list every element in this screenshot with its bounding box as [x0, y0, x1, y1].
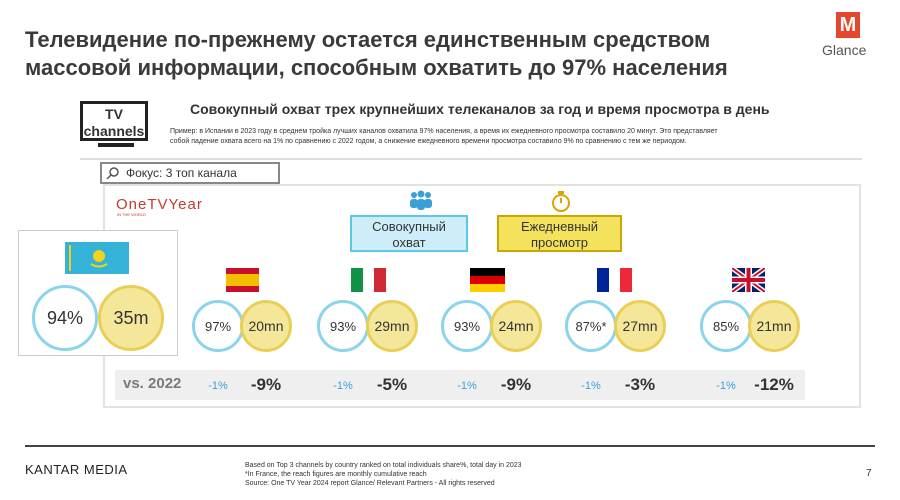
flag-uk	[732, 268, 765, 292]
subtitle: Совокупный охват трех крупнейших телекан…	[190, 101, 770, 117]
brand-name: OneTVYear	[116, 196, 203, 213]
title-line: массовой информации, способным охватить …	[25, 55, 728, 80]
note-line: Пример: в Испании в 2023 году в среднем …	[170, 128, 718, 135]
note-line: собой падение охвата всего на 1% по срав…	[170, 138, 687, 145]
country-reach: 93%	[441, 300, 493, 352]
logo-name: Glance	[822, 42, 867, 58]
legend-reach-line: Совокупный	[372, 219, 446, 234]
focus-label: Фокус: 3 топ канала	[126, 166, 237, 180]
page-number: 7	[866, 468, 872, 479]
country-time: 29mn	[366, 300, 418, 352]
time-change: -9%	[250, 375, 282, 394]
logo-mark: M	[836, 12, 860, 38]
legend-time-line: Ежедневный	[521, 219, 598, 234]
source-line: *In France, the reach figures are monthl…	[245, 471, 427, 478]
flag-spain	[226, 268, 259, 292]
time-change: -9%	[500, 375, 532, 394]
country-time: 27mn	[614, 300, 666, 352]
footer-company: KANTAR MEDIA	[25, 462, 128, 477]
kazakhstan-reach: 94%	[32, 285, 98, 351]
reach-change: -1%	[581, 380, 601, 392]
country-time: 20mn	[240, 300, 292, 352]
legend-time: Ежедневный просмотр	[497, 215, 622, 252]
tv-stand	[98, 143, 134, 147]
source-line: Based on Top 3 channels by country ranke…	[245, 462, 522, 469]
flag-italy	[351, 268, 386, 292]
tv-badge: TV channels	[80, 101, 148, 141]
title: Телевидение по-прежнему остается единств…	[25, 26, 728, 82]
country-reach: 87%*	[565, 300, 617, 352]
flag-kazakhstan	[65, 242, 129, 274]
tv-badge-line: channels	[83, 123, 145, 139]
time-change: -12%	[754, 375, 794, 394]
source-line: Source: One TV Year 2024 report Glance/ …	[245, 480, 495, 487]
title-line: Телевидение по-прежнему остается единств…	[25, 27, 711, 52]
time-change: -5%	[376, 375, 408, 394]
comparison-label: vs. 2022	[123, 375, 182, 392]
flag-france	[597, 268, 632, 292]
reach-change: -1%	[716, 380, 736, 392]
country-reach: 85%	[700, 300, 752, 352]
flag-germany	[470, 268, 505, 292]
time-change: -3%	[624, 375, 656, 394]
brand-tagline: IN THE WORLD	[117, 212, 147, 217]
country-time: 24mn	[490, 300, 542, 352]
comparison-band	[115, 370, 805, 400]
reach-change: -1%	[333, 380, 353, 392]
magnifier-icon	[106, 167, 119, 180]
country-reach: 93%	[317, 300, 369, 352]
stopwatch-icon	[552, 191, 570, 212]
focus-box: Фокус: 3 топ канала	[100, 162, 280, 184]
divider	[80, 158, 862, 160]
people-icon	[410, 190, 432, 210]
tv-badge-line: TV	[105, 106, 123, 122]
country-reach: 97%	[192, 300, 244, 352]
country-time: 21mn	[748, 300, 800, 352]
reach-change: -1%	[457, 380, 477, 392]
legend-reach-line: охват	[392, 235, 426, 250]
reach-change: -1%	[208, 380, 228, 392]
kazakhstan-time: 35m	[98, 285, 164, 351]
legend-time-line: просмотр	[530, 235, 589, 250]
footer-rule	[25, 445, 875, 447]
legend-reach: Совокупный охват	[350, 215, 468, 252]
footer-source: Based on Top 3 channels by country ranke…	[245, 461, 522, 488]
note: Пример: в Испании в 2023 году в среднем …	[170, 127, 718, 147]
